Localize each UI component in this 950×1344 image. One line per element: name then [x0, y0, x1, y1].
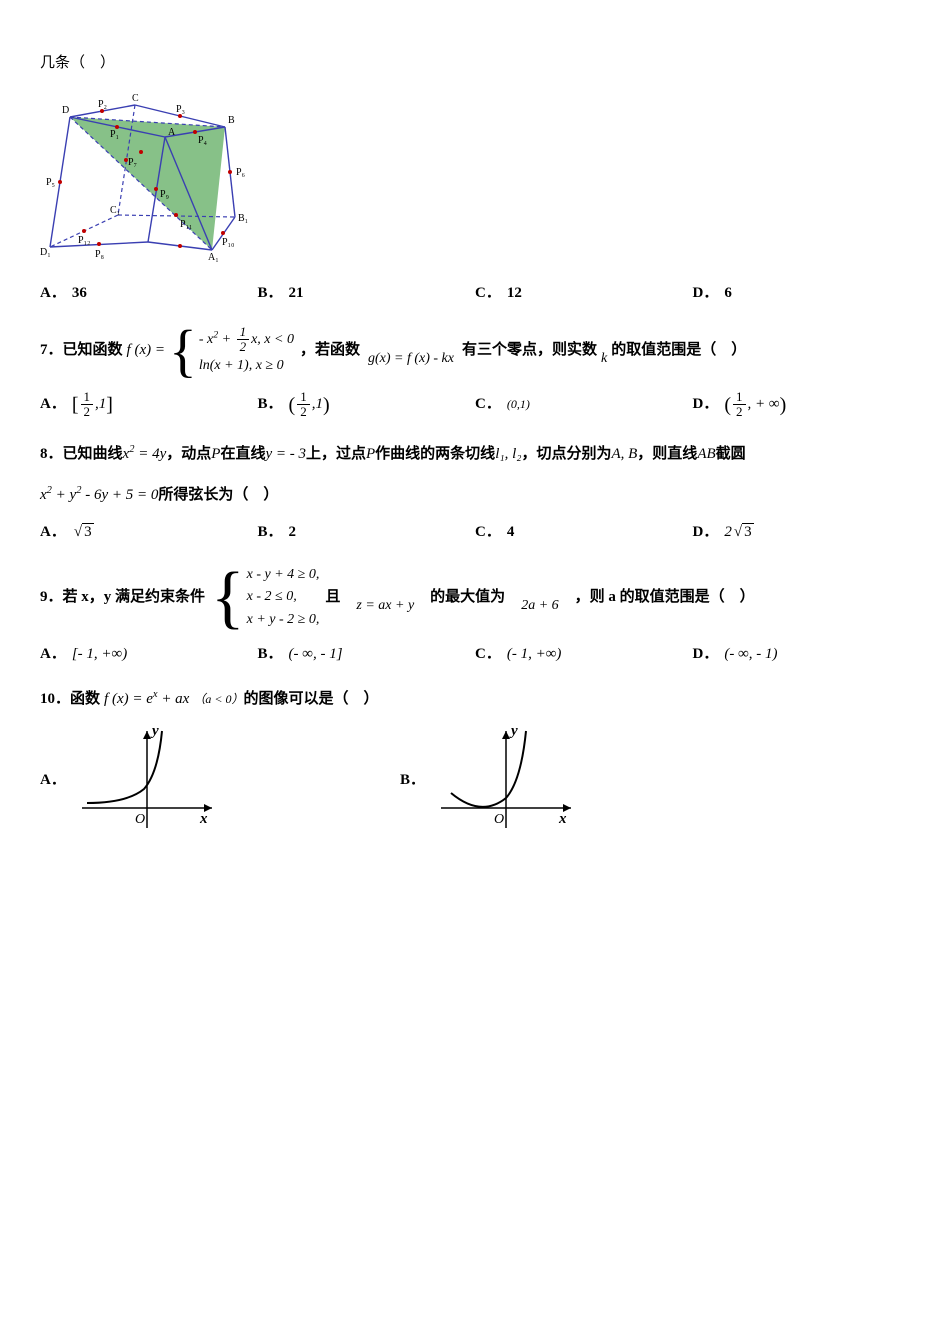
q7-num: 7．: [40, 337, 63, 364]
q9-opt-c: C．(- 1, +∞): [475, 641, 693, 668]
graph-a: y x O: [72, 723, 222, 838]
q7-options: A． [12,1] B． (12,1) C． (0,1) D． (12, + ∞…: [40, 387, 910, 423]
svg-text:x: x: [199, 811, 208, 827]
q7-opt-b: B． (12,1): [258, 387, 476, 423]
q7-gx-stack: g(x) = f (x) - kx: [368, 334, 454, 368]
q7-brace: { - x2 + 12x, x < 0 ln(x + 1), x ≥ 0: [169, 325, 294, 377]
q7-pre: 已知函数: [63, 337, 123, 364]
q7-opt-c: C． (0,1): [475, 387, 693, 423]
q6-options: A．36 B．21 C．12 D．6: [40, 280, 910, 307]
svg-text:C: C: [132, 93, 139, 104]
q7-opt-a: A． [12,1]: [40, 387, 258, 423]
q9-brace: { x - y + 4 ≥ 0, x - 2 ≤ 0, x + y - 2 ≥ …: [211, 564, 319, 631]
svg-text:P₁₁: P₁₁: [180, 219, 193, 230]
svg-text:x: x: [558, 811, 567, 827]
q10-opt-a: A． y x O: [40, 723, 400, 838]
q7-fx: f (x) =: [127, 337, 165, 364]
svg-text:B: B: [228, 115, 235, 126]
svg-text:P₂: P₂: [98, 99, 107, 110]
q8-opt-b: B．2: [258, 519, 476, 546]
q7-k: k: [601, 334, 607, 368]
svg-text:P₈: P₈: [95, 249, 105, 260]
svg-text:P₅: P₅: [46, 177, 55, 188]
q6-opt-a: A．36: [40, 280, 258, 307]
svg-text:A₁: A₁: [208, 252, 219, 262]
q9-opt-d: D．(- ∞, - 1): [693, 641, 911, 668]
svg-text:P₄: P₄: [198, 135, 208, 146]
q7-mid: ，若函数: [300, 337, 360, 364]
q9-opt-b: B．(- ∞, - 1]: [258, 641, 476, 668]
svg-text:O: O: [135, 812, 145, 827]
q6-opt-c: C．12: [475, 280, 693, 307]
cube-svg: D C B A D₁ C₁ B₁ A₁ P₂ P₃ P₄ P₁ P₅ P₆ P₇…: [40, 87, 250, 262]
intro-text: 几条（ ）: [40, 50, 115, 77]
q9-opt-a: A．[- 1, +∞): [40, 641, 258, 668]
q7: 7． 已知函数 f (x) = { - x2 + 12x, x < 0 ln(x…: [40, 325, 910, 377]
q7-opt-d: D． (12, + ∞): [693, 387, 911, 423]
q9: 9． 若 x，y 满足约束条件 { x - y + 4 ≥ 0, x - 2 ≤…: [40, 564, 910, 631]
svg-text:C₁: C₁: [110, 205, 120, 216]
svg-text:P₁: P₁: [110, 129, 119, 140]
q7-tail-b: 的取值范围是（ ）: [611, 337, 746, 364]
svg-text:y: y: [150, 723, 159, 739]
svg-text:P₃: P₃: [176, 104, 185, 115]
svg-text:D: D: [62, 105, 69, 116]
q9-options: A．[- 1, +∞) B．(- ∞, - 1] C．(- 1, +∞) D．(…: [40, 641, 910, 668]
cube-figure: D C B A D₁ C₁ B₁ A₁ P₂ P₃ P₄ P₁ P₅ P₆ P₇…: [40, 87, 910, 272]
svg-text:D₁: D₁: [40, 247, 51, 258]
q8-opt-a: A． 3: [40, 519, 258, 546]
svg-text:P₁₂: P₁₂: [78, 235, 91, 246]
svg-text:A: A: [168, 127, 176, 138]
q6-opt-b: B．21: [258, 280, 476, 307]
svg-text:B₁: B₁: [238, 213, 248, 224]
q6-opt-d: D．6: [693, 280, 911, 307]
q8-line2: x2 + y2 - 6y + 5 = 0 所得弦长为（ ）: [40, 482, 910, 509]
svg-text:P₇: P₇: [128, 157, 137, 168]
svg-text:y: y: [509, 723, 518, 739]
graph-b: y x O: [431, 723, 581, 838]
svg-text:P₉: P₉: [160, 189, 170, 200]
q10-opt-b: B． y x O: [400, 723, 581, 838]
svg-text:P₆: P₆: [236, 167, 246, 178]
q8-options: A． 3 B．2 C．4 D． 23: [40, 519, 910, 546]
q7-tail-a: 有三个零点，则实数: [462, 337, 597, 364]
intro-line: 几条（ ）: [40, 50, 910, 77]
q10-graphs: A． y x O B． y x O: [40, 723, 910, 838]
q8-opt-d: D． 23: [693, 519, 911, 546]
q8-opt-c: C．4: [475, 519, 693, 546]
q8-line1: 8． 已知曲线 x2 = 4y ，动点 P 在直线 y = - 3 上，过点 P…: [40, 441, 910, 468]
svg-text:O: O: [494, 812, 504, 827]
svg-text:P₁₀: P₁₀: [222, 237, 235, 248]
q10: 10． 函数 f (x) = ex + ax （a < 0） 的图像可以是（ ）: [40, 686, 910, 713]
